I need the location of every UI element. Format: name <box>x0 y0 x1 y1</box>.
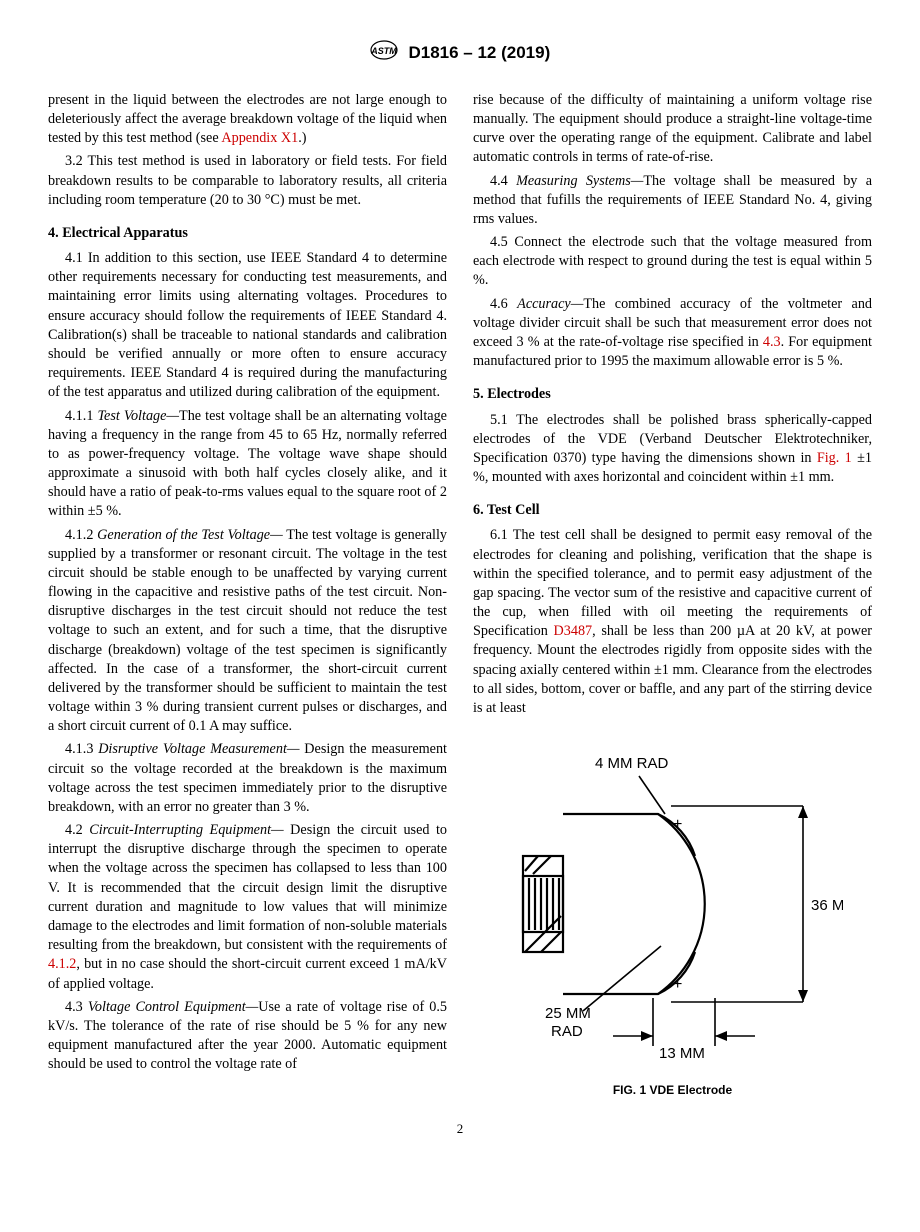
para-4-1-2: 4.1.2 Generation of the Test Voltage— Th… <box>48 526 447 737</box>
heading-section-4: 4. Electrical Apparatus <box>48 224 447 243</box>
para-4-2: 4.2 Circuit-Interrupting Equipment— Desi… <box>48 821 447 994</box>
link-4-1-2[interactable]: 4.1.2 <box>48 956 76 972</box>
vde-electrode-diagram: + + 4 MM RAD 36 MM DIA 25 MM RAD 13 MM <box>503 736 843 1066</box>
link-4-3[interactable]: 4.3 <box>763 334 781 350</box>
fig-label-rad: RAD <box>551 1023 583 1040</box>
para-4-3-cont: rise because of the difficulty of mainta… <box>473 91 872 168</box>
page-header: ASTM D1816 – 12 (2019) <box>48 40 872 67</box>
para-4-6: 4.6 Accuracy—The combined accuracy of th… <box>473 295 872 372</box>
content-columns: present in the liquid between the electr… <box>48 91 872 1099</box>
link-d3487[interactable]: D3487 <box>554 623 593 639</box>
svg-text:ASTM: ASTM <box>370 46 397 56</box>
link-fig-1[interactable]: Fig. 1 <box>817 450 852 466</box>
link-appendix-x1[interactable]: Appendix X1 <box>221 130 298 146</box>
astm-logo-icon: ASTM <box>370 40 398 67</box>
fig-label-13mm: 13 MM <box>659 1045 705 1062</box>
para-3-2: 3.2 This test method is used in laborato… <box>48 152 447 210</box>
svg-text:+: + <box>673 976 682 993</box>
heading-section-6: 6. Test Cell <box>473 501 872 520</box>
para-4-4: 4.4 Measuring Systems—The voltage shall … <box>473 172 872 230</box>
header-designation: D1816 – 12 (2019) <box>408 43 550 62</box>
figure-1: + + 4 MM RAD 36 MM DIA 25 MM RAD 13 MM F… <box>473 736 872 1098</box>
para-4-1: 4.1 In addition to this section, use IEE… <box>48 249 447 402</box>
fig-label-25mm: 25 MM <box>545 1005 591 1022</box>
figure-caption: FIG. 1 VDE Electrode <box>473 1082 872 1098</box>
heading-section-5: 5. Electrodes <box>473 385 872 404</box>
para-5-1: 5.1 The electrodes shall be polished bra… <box>473 411 872 488</box>
page-number: 2 <box>48 1120 872 1138</box>
fig-label-4mm: 4 MM RAD <box>595 755 669 772</box>
para-4-1-3: 4.1.3 Disruptive Voltage Measurement— De… <box>48 740 447 817</box>
fig-label-36mm: 36 MM DIA <box>811 897 843 914</box>
para-4-5: 4.5 Connect the electrode such that the … <box>473 233 872 291</box>
para-4-1-1: 4.1.1 Test Voltage—The test voltage shal… <box>48 407 447 522</box>
para-3-1-cont: present in the liquid between the electr… <box>48 91 447 149</box>
svg-text:+: + <box>673 816 682 833</box>
para-4-3: 4.3 Voltage Control Equipment—Use a rate… <box>48 998 447 1075</box>
para-6-1: 6.1 The test cell shall be designed to p… <box>473 526 872 718</box>
